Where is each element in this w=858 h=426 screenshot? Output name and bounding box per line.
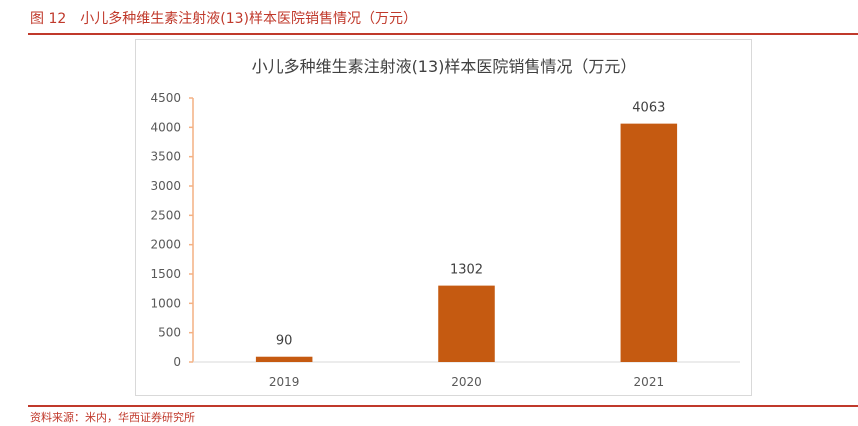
y-axis-ticks: 0 500 1000 1500 2000 2500 3000 3500 4000 4500 xyxy=(150,91,193,369)
y-tick-label: 2500 xyxy=(150,208,181,222)
chart-title: 小儿多种维生素注射液(13)样本医院销售情况（万元） xyxy=(252,57,637,76)
figure-title: 小儿多种维生素注射液(13)样本医院销售情况（万元） xyxy=(80,11,418,27)
y-tick-label: 3000 xyxy=(150,179,181,193)
bottom-rule xyxy=(28,405,858,407)
chart-frame: 小儿多种维生素注射液(13)样本医院销售情况（万元） 0 500 1000 1500 2… xyxy=(135,39,752,396)
x-tick-label: 2019 xyxy=(269,375,300,389)
y-tick-label: 3500 xyxy=(150,150,181,164)
x-tick-label: 2020 xyxy=(451,375,482,389)
y-tick-label: 0 xyxy=(173,355,181,369)
data-label-2019: 90 xyxy=(276,334,293,349)
bar-chart: 小儿多种维生素注射液(13)样本医院销售情况（万元） 0 500 1000 1500 2… xyxy=(150,57,740,389)
y-tick-label: 4000 xyxy=(150,120,181,134)
y-tick-label: 2000 xyxy=(150,238,181,252)
bars xyxy=(255,123,678,363)
bar-2020 xyxy=(438,285,495,362)
y-tick-label: 500 xyxy=(158,326,181,340)
y-tick-label: 4500 xyxy=(150,91,181,105)
y-tick-label: 1500 xyxy=(150,267,181,281)
y-tick-label: 1000 xyxy=(150,296,181,310)
data-label-2020: 1302 xyxy=(450,263,483,278)
data-labels: 90 1302 4063 xyxy=(276,101,665,349)
top-rule xyxy=(28,33,858,35)
data-label-2021: 4063 xyxy=(632,101,665,116)
bar-2019 xyxy=(255,356,313,362)
bar-2021 xyxy=(620,123,678,363)
figure-caption: 图 12 小儿多种维生素注射液(13)样本医院销售情况（万元） xyxy=(30,8,417,28)
source-note: 资料来源：米内，华西证券研究所 xyxy=(30,411,195,424)
x-tick-label: 2021 xyxy=(634,375,665,389)
x-axis-ticks: 2019 2020 2021 xyxy=(269,375,664,389)
figure-number: 图 12 xyxy=(30,11,67,27)
